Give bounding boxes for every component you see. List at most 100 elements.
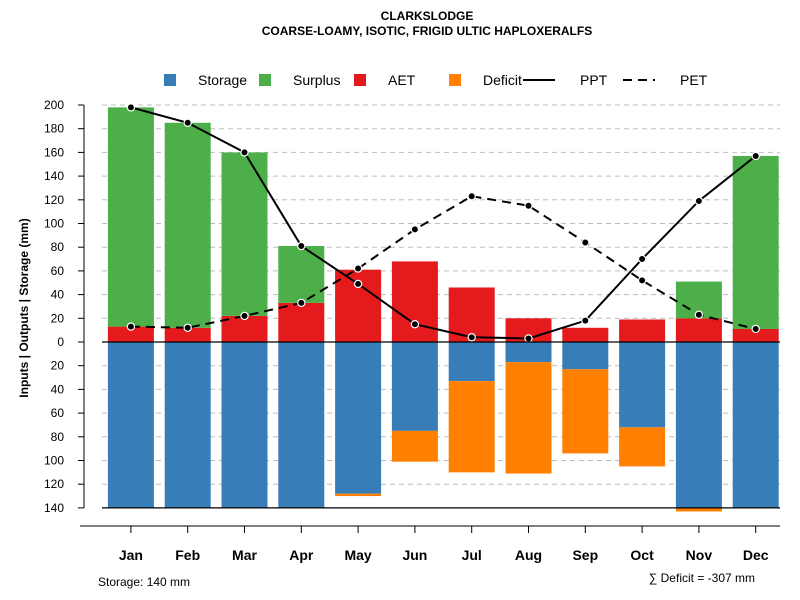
aet-bar-apr [278,302,325,342]
storage-bar-dec [732,342,779,508]
deficit-bar-aug [505,362,552,474]
x-tick-label-jan: Jan [119,547,143,563]
series-lines [126,103,760,343]
ppt-point [183,118,192,127]
storage-bar-jul [448,342,495,382]
pet-point [581,238,590,247]
legend-swatch-aet [354,74,366,86]
ppt-point [410,320,420,329]
surplus-bar-jan [107,107,154,327]
storage-bar-apr [278,342,325,508]
bars [107,107,779,512]
storage-bar-jun [391,342,438,431]
x-tick-label-sep: Sep [572,547,598,563]
x-tick-label-mar: Mar [232,547,257,563]
surplus-bar-mar [221,152,268,316]
surplus-bar-feb [164,122,211,328]
storage-bar-feb [164,342,211,508]
legend-swatch-surplus [259,74,271,86]
aet-bar-dec [732,328,779,342]
legend-label-ppt: PPT [580,72,608,88]
deficit-bar-oct [619,427,666,467]
storage-bar-sep [562,342,609,370]
x-tick-label-feb: Feb [175,547,200,563]
ppt-point [467,333,476,342]
y-tick-label: 100 [44,454,64,468]
pet-point [353,264,363,273]
y-tick-label: 20 [51,359,65,373]
aet-bar-jan [107,326,154,342]
y-tick-label: 160 [44,145,64,159]
legend-label-aet: AET [388,72,416,88]
storage-bar-jan [107,342,154,508]
storage-bar-oct [619,342,666,428]
ppt-point [694,196,704,206]
ppt-point [297,241,306,251]
x-tick-label-may: May [344,547,371,563]
y-tick-label: 20 [51,311,65,325]
legend-swatch-deficit [449,74,461,86]
aet-bar-sep [562,327,609,342]
ppt-point [126,103,136,112]
y-tick-label: 120 [44,193,64,207]
pet-point [467,192,476,201]
pet-point [751,324,760,334]
y-tick-label: 180 [44,122,64,136]
pet-point [524,201,533,210]
legend: Storage Surplus AET Deficit PPT PET [164,72,708,88]
y-tick-label: 140 [44,501,64,515]
deficit-footnote: ∑ Deficit = -307 mm [649,571,755,585]
storage-footnote: Storage: 140 mm [98,575,190,589]
aet-bar-aug [505,318,552,342]
chart-subtitle: COARSE-LOAMY, ISOTIC, FRIGID ULTIC HAPLO… [262,24,592,38]
pet-point [637,276,647,285]
y-tick-label: 0 [57,335,64,349]
legend-label-storage: Storage [198,72,247,88]
x-tick-label-jul: Jul [462,547,482,563]
x-tick-label-jun: Jun [402,547,427,563]
legend-label-deficit: Deficit [483,72,522,88]
deficit-bar-nov [675,507,722,512]
deficit-bar-jul [448,381,495,473]
storage-bar-may [335,342,382,494]
legend-label-surplus: Surplus [293,72,340,88]
y-tick-label: 40 [51,288,65,302]
ppt-point [751,151,760,161]
aet-bar-jun [391,261,438,342]
deficit-bar-may [335,493,382,497]
pet-line [130,195,756,330]
deficit-bar-sep [562,369,609,454]
x-tick-label-apr: Apr [289,547,314,563]
legend-label-pet: PET [680,72,708,88]
deficit-bar-jun [391,430,438,462]
pet-point [410,225,420,234]
y-tick-label: 80 [51,430,65,444]
aet-bar-mar [221,315,268,342]
pet-point [694,310,704,319]
y-tick-label: 140 [44,169,64,183]
y-tick-label: 40 [51,382,65,396]
x-tick-label-aug: Aug [515,547,542,563]
storage-bar-aug [505,342,552,363]
pet-point [126,322,136,331]
ppt-point [353,279,363,289]
gridlines [102,104,780,509]
y-tick-label: 120 [44,477,64,491]
storage-bar-mar [221,342,268,508]
axes: 0 20 40 60 80 100 120 140 160 180 200 20 40 60 80 100 12… [44,98,780,563]
ppt-point [240,148,249,157]
y-tick-label: 60 [51,264,65,278]
surplus-bar-apr [278,246,325,303]
x-tick-label-dec: Dec [743,547,769,563]
aet-bar-feb [164,327,211,342]
y-tick-label: 80 [51,240,65,254]
y-axis-label: Inputs | Outputs | Storage (mm) [17,218,31,397]
ppt-line [130,106,757,340]
pet-point [297,298,306,308]
aet-bar-oct [619,319,666,342]
ppt-point [524,334,533,343]
legend-swatch-storage [164,74,176,86]
y-tick-label: 100 [44,217,64,231]
aet-bar-nov [675,318,722,342]
